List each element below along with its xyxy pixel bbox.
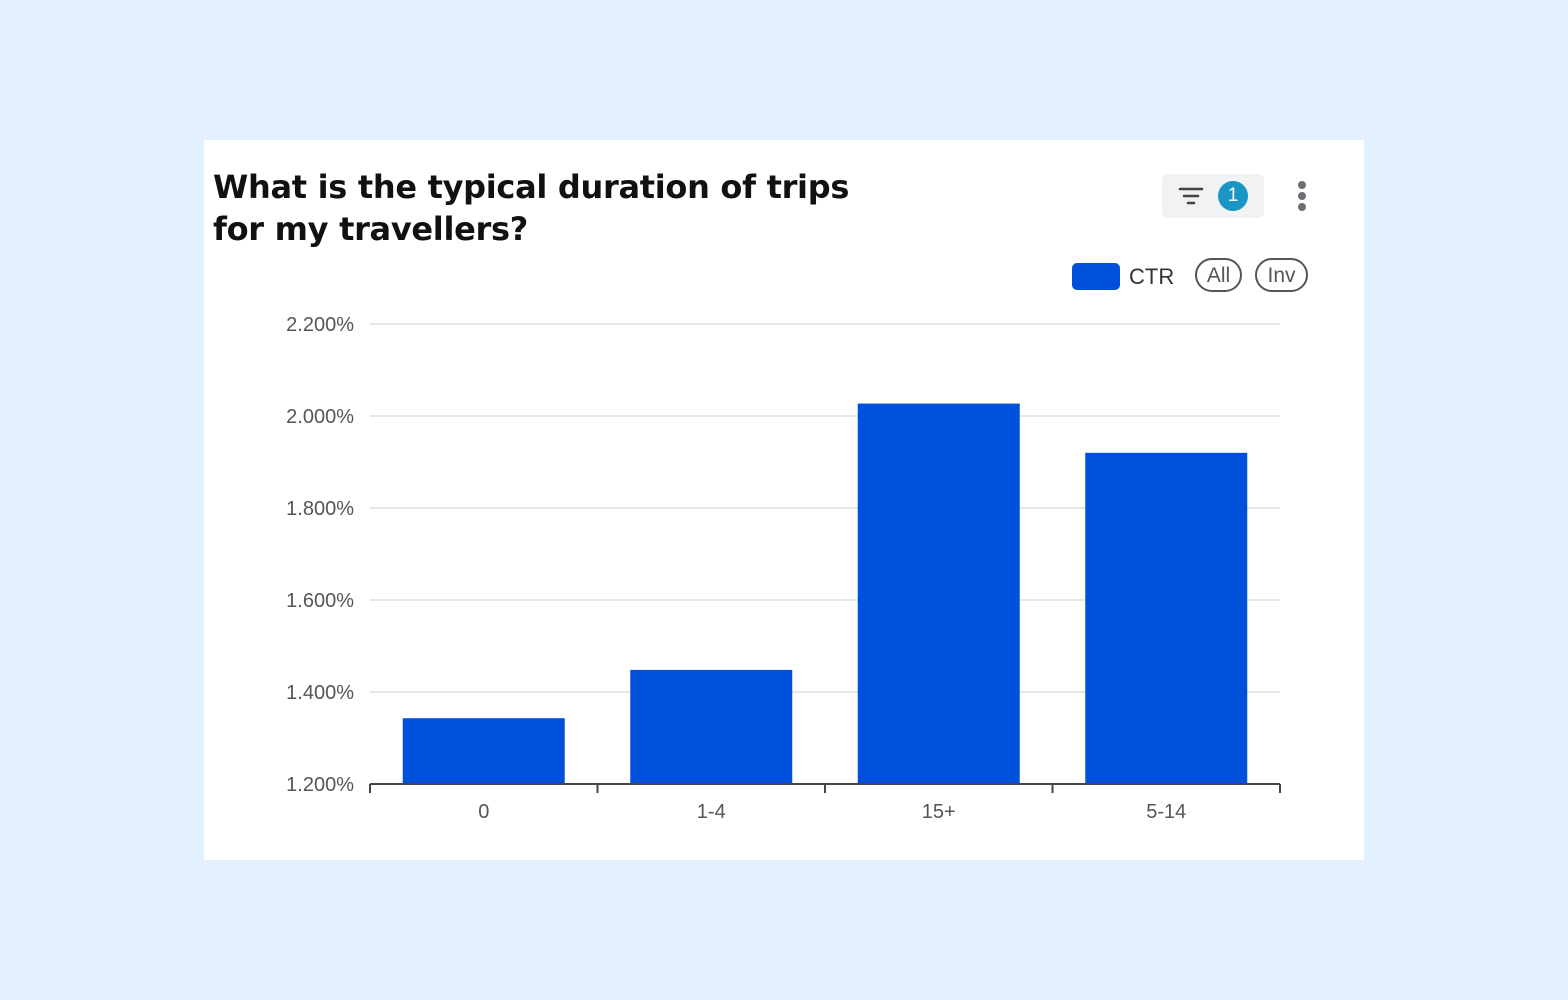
bar-chart: 1.200% 1.400% 1.600% 1.800% 2.000% 2.200% 0 1-4… bbox=[286, 314, 1281, 823]
more-vertical-icon bbox=[1298, 181, 1306, 189]
x-tick-label: 1-4 bbox=[697, 801, 726, 823]
more-options-button[interactable] bbox=[1288, 176, 1316, 216]
chart-card: What is the typical duration of trips fo… bbox=[204, 140, 1364, 860]
inv-toggle-button[interactable]: Inv bbox=[1255, 258, 1308, 292]
all-toggle-button[interactable]: All bbox=[1195, 258, 1242, 292]
bar bbox=[1085, 452, 1248, 784]
bar bbox=[402, 718, 565, 784]
x-tick-label: 5-14 bbox=[1146, 801, 1186, 823]
more-vertical-icon-dot bbox=[1298, 203, 1306, 211]
legend-label-ctr[interactable]: CTR bbox=[1129, 264, 1175, 289]
x-tick-label: 15+ bbox=[922, 801, 956, 823]
y-tick-label: 2.200% bbox=[286, 314, 354, 336]
filter-count-badge: 1 bbox=[1218, 181, 1248, 211]
x-tick-label: 0 bbox=[478, 801, 489, 823]
legend-swatch-ctr[interactable] bbox=[1072, 263, 1120, 290]
y-tick-label: 1.800% bbox=[286, 498, 354, 520]
filter-icon bbox=[1178, 187, 1204, 205]
bar bbox=[857, 403, 1020, 784]
more-vertical-icon-dot bbox=[1298, 192, 1306, 200]
y-tick-label: 1.400% bbox=[286, 682, 354, 704]
y-tick-label: 2.000% bbox=[286, 406, 354, 428]
bar bbox=[630, 669, 793, 784]
y-tick-label: 1.600% bbox=[286, 590, 354, 612]
chart-title: What is the typical duration of trips fo… bbox=[213, 168, 850, 248]
filter-button[interactable]: 1 bbox=[1162, 174, 1264, 218]
y-tick-label: 1.200% bbox=[286, 774, 354, 796]
